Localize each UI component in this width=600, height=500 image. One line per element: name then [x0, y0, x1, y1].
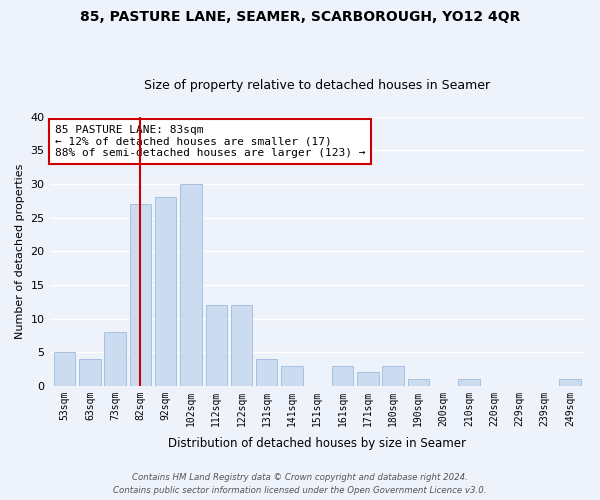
- Bar: [231, 305, 252, 386]
- Y-axis label: Number of detached properties: Number of detached properties: [15, 164, 25, 339]
- Text: Contains HM Land Registry data © Crown copyright and database right 2024.
Contai: Contains HM Land Registry data © Crown c…: [113, 474, 487, 495]
- Bar: [332, 366, 353, 386]
- Bar: [206, 305, 227, 386]
- Bar: [130, 204, 151, 386]
- Bar: [180, 184, 202, 386]
- Text: 85, PASTURE LANE, SEAMER, SCARBOROUGH, YO12 4QR: 85, PASTURE LANE, SEAMER, SCARBOROUGH, Y…: [80, 10, 520, 24]
- Bar: [104, 332, 126, 386]
- Bar: [79, 359, 101, 386]
- Title: Size of property relative to detached houses in Seamer: Size of property relative to detached ho…: [144, 79, 490, 92]
- Bar: [559, 379, 581, 386]
- Bar: [281, 366, 303, 386]
- Bar: [256, 359, 277, 386]
- X-axis label: Distribution of detached houses by size in Seamer: Distribution of detached houses by size …: [168, 437, 466, 450]
- Bar: [155, 198, 176, 386]
- Bar: [458, 379, 479, 386]
- Text: 85 PASTURE LANE: 83sqm
← 12% of detached houses are smaller (17)
88% of semi-det: 85 PASTURE LANE: 83sqm ← 12% of detached…: [55, 125, 365, 158]
- Bar: [407, 379, 429, 386]
- Bar: [54, 352, 76, 386]
- Bar: [357, 372, 379, 386]
- Bar: [382, 366, 404, 386]
